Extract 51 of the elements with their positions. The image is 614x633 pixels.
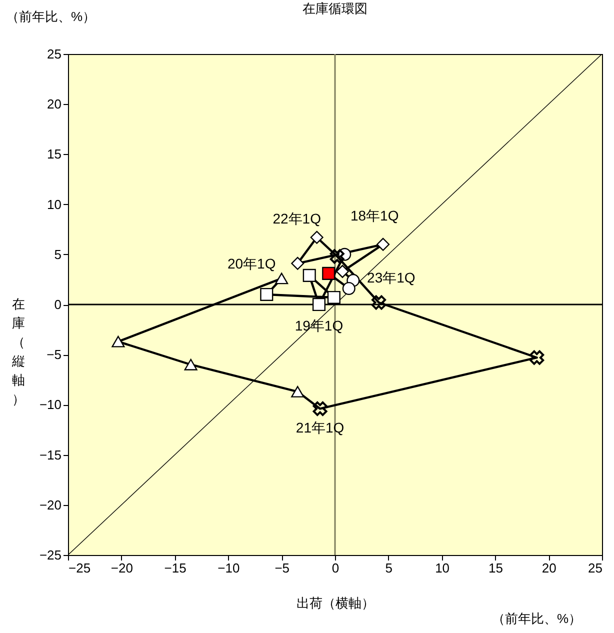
point (342, 282, 356, 295)
point (530, 350, 544, 365)
point (184, 358, 198, 370)
x-tick-label: −25 (68, 560, 91, 576)
y-tick-label: 15 (47, 146, 62, 162)
x-tick-label: 5 (385, 560, 393, 576)
point (260, 288, 274, 301)
x-tick-label: 20 (542, 560, 556, 576)
annotation: 22年1Q (272, 210, 322, 226)
x-tick-label: 25 (588, 560, 602, 576)
point (291, 256, 304, 270)
y-tick-label: 0 (54, 297, 62, 312)
x-tick-label: 15 (488, 560, 503, 576)
text: （前年比、%） (492, 610, 582, 628)
y-tick-label: 5 (54, 246, 62, 262)
x-tick-label: 10 (435, 560, 450, 576)
y-tick-label: −20 (39, 497, 62, 512)
point (372, 295, 386, 310)
annotation: 23年1Q (367, 269, 416, 286)
point (312, 298, 326, 312)
x-tick-label: −10 (218, 560, 240, 576)
annotation: 21年1Q (296, 420, 344, 436)
point (376, 238, 390, 251)
y-tick-label: 20 (47, 96, 62, 112)
y-tick-label: 25 (47, 46, 62, 62)
y-tick-label: −15 (39, 447, 62, 462)
x-tick-label: 0 (332, 560, 340, 576)
y-axis-title: 在庫（縦軸） (11, 296, 25, 406)
text: （前年比、%） (6, 8, 96, 26)
point (336, 264, 349, 278)
point (302, 268, 316, 282)
point (322, 266, 336, 280)
point (310, 230, 324, 244)
x-axis-title: 出荷（横軸） (296, 596, 374, 610)
x-tick-label: −20 (110, 560, 133, 576)
y-tick-label: −10 (39, 397, 62, 412)
annotation: 19年1Q (294, 318, 344, 334)
point (327, 290, 340, 304)
point (291, 386, 304, 398)
x-tick-label: −5 (274, 560, 290, 576)
point (330, 249, 344, 264)
y-tick-label: 10 (47, 196, 62, 212)
annotation: 18年1Q (350, 207, 399, 224)
annotation: 20年1Q (227, 255, 276, 272)
point (112, 336, 125, 348)
y-tick-label: −25 (39, 548, 62, 562)
point (275, 272, 288, 284)
chart-title: 在庫循環図 (302, 1, 368, 16)
y-tick-label: −5 (46, 347, 62, 362)
x-tick-label: −15 (164, 560, 186, 576)
point (312, 401, 328, 416)
